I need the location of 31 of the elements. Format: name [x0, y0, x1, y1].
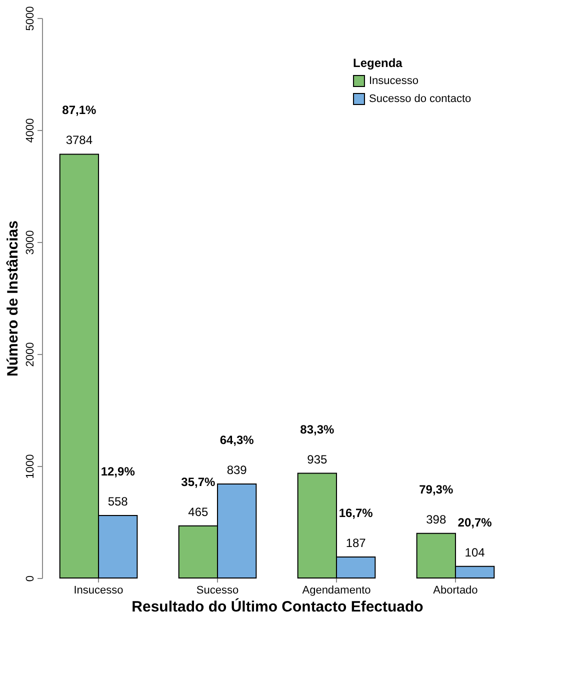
- y-tick-label: 2000: [24, 342, 36, 367]
- y-tick-label: 1000: [24, 454, 36, 479]
- data-label: 398: [426, 512, 446, 526]
- annotation: 87,1%: [62, 103, 97, 118]
- data-label: 558: [108, 494, 128, 509]
- y-tick-label: 5000: [24, 6, 36, 31]
- annotation: 64,3%: [220, 433, 254, 448]
- data-label: 104: [464, 545, 486, 560]
- annotation: 16,7%: [338, 506, 374, 520]
- annotation: 83,3%: [300, 422, 334, 436]
- annotation: 79,3%: [419, 482, 454, 496]
- legend-title: Legenda: [353, 56, 403, 70]
- x-axis-title: Resultado do Último Contacto Efectuado: [132, 598, 424, 616]
- data-label: 465: [188, 504, 209, 519]
- y-axis-title: Número de Instâncias: [4, 220, 22, 376]
- y-tick-label: 3000: [24, 230, 36, 255]
- legend-label: Sucesso do contacto: [369, 93, 472, 105]
- annotation: 20,7%: [458, 515, 492, 530]
- x-tick-label: Sucesso: [196, 584, 239, 596]
- data-label: 3784: [66, 133, 93, 148]
- x-tick-label: Agendamento: [302, 584, 371, 596]
- x-tick-label: Insucesso: [74, 584, 124, 596]
- annotation: 35,7%: [181, 474, 216, 489]
- legend-label: Insucesso: [369, 75, 419, 87]
- annotation: 12,9%: [100, 464, 136, 479]
- data-label: 839: [226, 463, 248, 478]
- y-tick-label: 0: [24, 575, 36, 582]
- x-tick-label: Abortado: [433, 584, 478, 596]
- data-label: 935: [307, 452, 328, 466]
- data-label: 187: [346, 536, 366, 550]
- y-tick-label: 4000: [24, 118, 36, 143]
